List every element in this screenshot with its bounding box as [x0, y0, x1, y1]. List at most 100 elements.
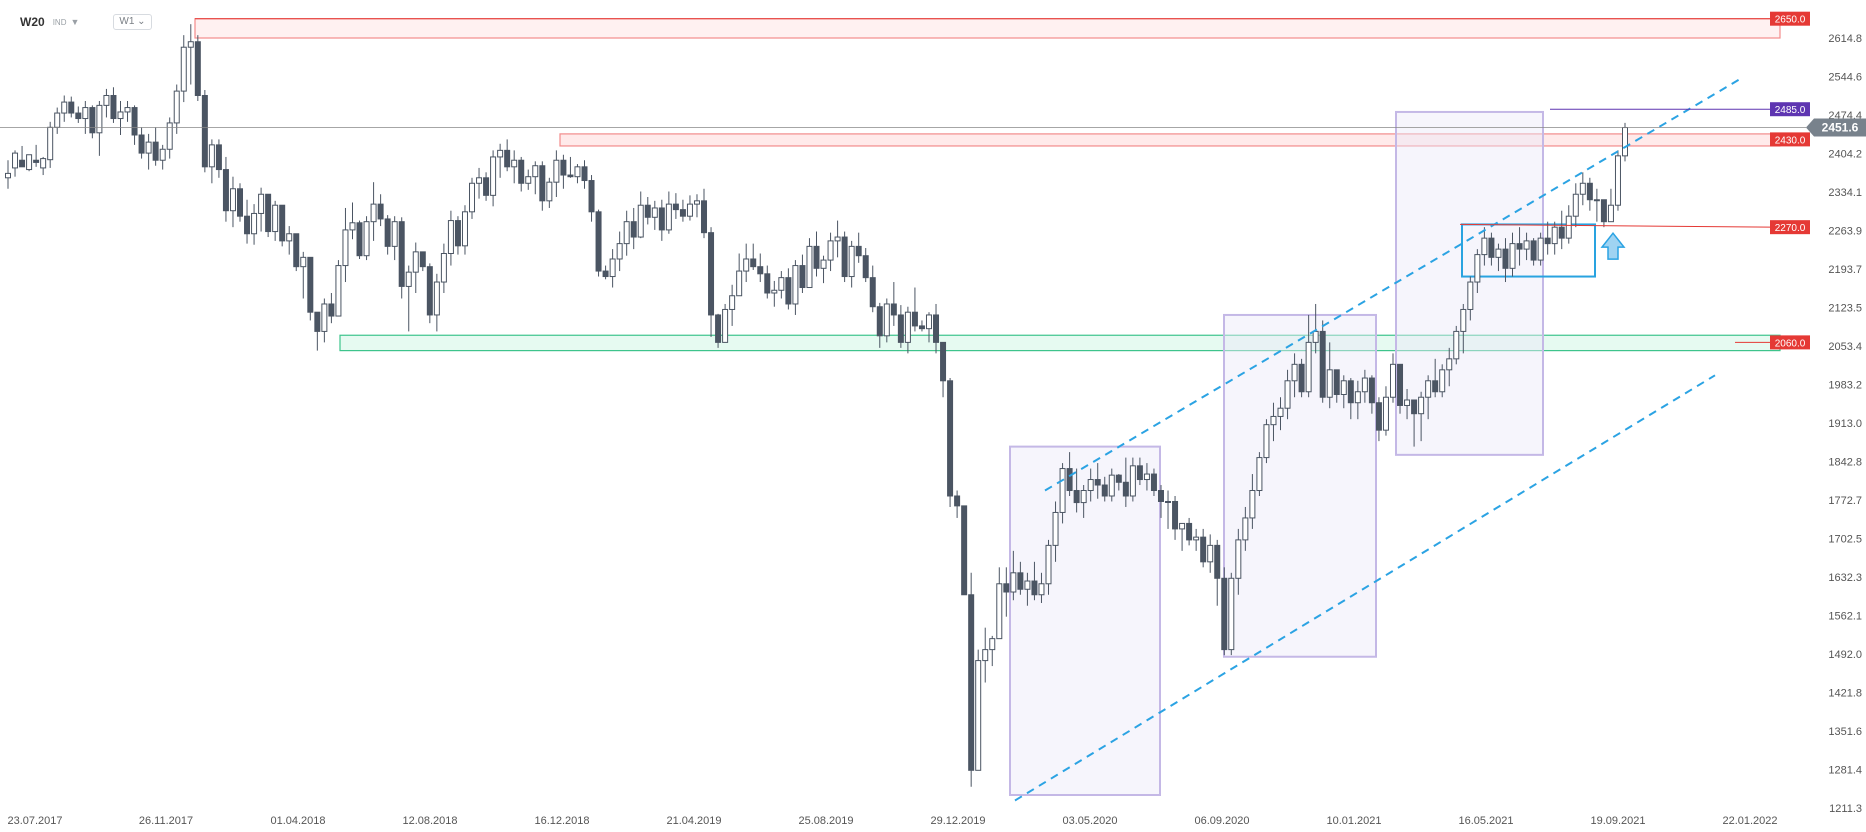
y-tick-label: 1421.8	[1828, 688, 1862, 700]
candle-body	[1446, 358, 1453, 371]
candle	[792, 260, 799, 315]
candle-body	[1439, 369, 1446, 393]
candle-body	[1136, 465, 1143, 481]
candle-body	[258, 193, 265, 214]
price-level-label: 2270.0	[1770, 220, 1810, 235]
candle	[194, 35, 201, 101]
candle-body	[96, 104, 103, 134]
candle	[855, 232, 862, 263]
candle	[187, 24, 194, 85]
timeframe-select[interactable]: W1 ⌄	[113, 14, 152, 30]
candle-body	[1066, 468, 1073, 492]
candle	[138, 127, 145, 159]
candle	[1045, 539, 1052, 595]
candle-body	[1256, 457, 1263, 492]
candle-body	[792, 265, 799, 305]
candle-body	[138, 134, 145, 154]
candle-body	[1031, 580, 1038, 596]
price-level-badge	[1770, 102, 1810, 117]
candle-body	[799, 265, 806, 289]
candle	[1080, 485, 1087, 518]
candle-body	[1038, 583, 1045, 596]
candle-body	[1052, 511, 1059, 546]
candle-body	[1347, 380, 1354, 404]
candle-body	[637, 204, 644, 238]
candle	[1446, 347, 1453, 387]
candle-body	[173, 90, 180, 124]
candle	[1277, 397, 1284, 431]
candle-body	[208, 144, 215, 168]
candle-body	[602, 270, 609, 278]
candle	[490, 150, 497, 207]
candle	[272, 200, 279, 241]
y-tick-label: 2263.9	[1828, 226, 1862, 238]
x-tick-label: 29.12.2019	[930, 815, 985, 827]
candle-body	[1495, 248, 1502, 258]
candle	[215, 139, 222, 178]
candle-body	[1607, 204, 1614, 223]
candle-body	[1354, 391, 1361, 404]
candle	[1333, 369, 1340, 403]
candle	[1017, 561, 1024, 595]
channel-line-upper	[1044, 78, 1741, 492]
candle	[511, 150, 518, 184]
candle	[806, 238, 813, 289]
candle-body	[405, 271, 412, 287]
candle	[968, 572, 975, 787]
candle	[1354, 380, 1361, 420]
candle	[110, 87, 117, 123]
candle	[1488, 232, 1495, 266]
candle-body	[701, 200, 708, 234]
candle-body	[623, 221, 630, 245]
candle-body	[5, 172, 11, 179]
candle-body	[412, 251, 419, 273]
x-tick-label: 12.08.2018	[402, 815, 457, 827]
candle-body	[321, 303, 328, 332]
price-levels: 2650.0 2485.0 2430.0 2270.0 2060.0 2451.6	[1770, 11, 1866, 350]
x-tick-label: 23.07.2017	[7, 815, 62, 827]
candle	[1263, 419, 1270, 464]
candle-body	[961, 505, 968, 596]
candle	[1235, 528, 1242, 595]
candle	[391, 216, 398, 261]
candle	[933, 303, 940, 354]
chevron-down-icon: ⌄	[137, 16, 146, 27]
candle	[75, 106, 82, 123]
candle-body	[1544, 237, 1551, 245]
candle-body	[876, 306, 883, 337]
candle	[679, 199, 686, 222]
x-tick-label: 19.09.2021	[1590, 815, 1645, 827]
candle-body	[1460, 308, 1467, 332]
chevron-down-icon[interactable]: ▼	[70, 17, 80, 27]
chart-zones	[194, 18, 1781, 796]
candle-body	[813, 245, 820, 269]
candle	[40, 156, 47, 176]
candle	[1509, 232, 1516, 277]
candle-body	[1284, 380, 1291, 409]
candle-body	[1326, 369, 1333, 398]
candle-body	[975, 660, 982, 771]
candle	[1024, 572, 1031, 606]
candle	[1179, 522, 1186, 551]
candle-body	[1010, 572, 1017, 593]
candle-body	[237, 188, 244, 217]
candle	[1502, 238, 1509, 283]
candle-body	[68, 101, 75, 114]
x-tick-label: 16.05.2021	[1458, 815, 1513, 827]
candle	[1214, 539, 1221, 606]
candle	[1073, 468, 1080, 513]
candle	[131, 105, 138, 145]
candle	[1600, 199, 1607, 228]
candle-body	[827, 240, 834, 261]
candle-body	[890, 303, 897, 316]
candle	[1382, 386, 1389, 436]
candle	[975, 649, 982, 771]
candle	[1200, 528, 1207, 568]
candle	[1122, 457, 1129, 507]
candle-body	[497, 149, 504, 158]
y-tick-label: 2334.1	[1828, 187, 1862, 199]
candle-body	[159, 148, 166, 161]
candle	[665, 191, 672, 234]
candle	[1115, 474, 1122, 491]
